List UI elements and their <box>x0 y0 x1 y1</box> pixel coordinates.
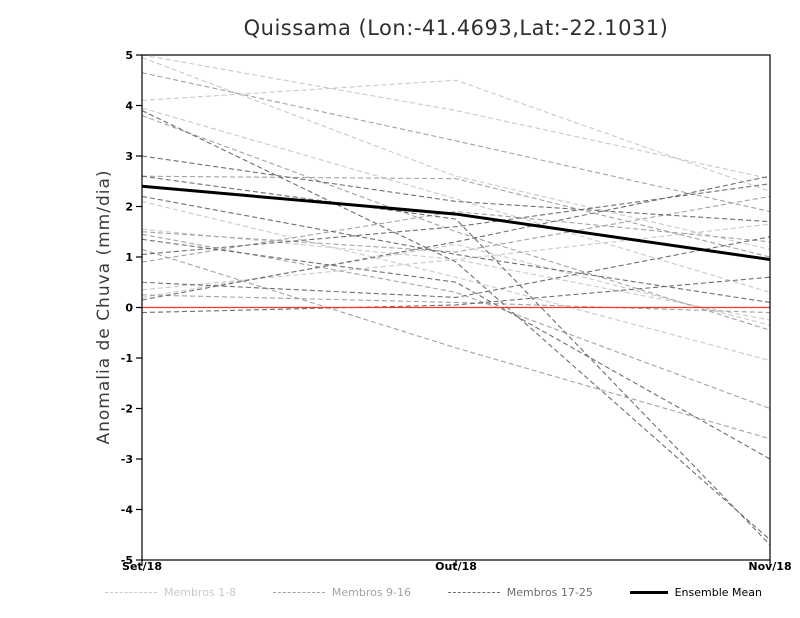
member-line <box>142 243 770 326</box>
plot-lines <box>142 55 770 546</box>
legend-item: Membros 9-16 <box>272 585 412 599</box>
member-line <box>142 228 770 321</box>
member-line <box>142 248 770 440</box>
member-line <box>142 233 770 410</box>
y-tick-label: -1 <box>121 352 133 365</box>
y-tick-label: 2 <box>125 201 133 214</box>
member-line <box>142 175 770 546</box>
member-line <box>142 72 770 213</box>
member-line <box>142 175 770 301</box>
member-line <box>142 236 770 298</box>
legend-label: Membros 1-8 <box>164 585 237 599</box>
member-line <box>142 195 770 303</box>
ensemble-mean-line <box>142 184 770 262</box>
member-line <box>142 57 770 250</box>
member-line <box>142 238 770 460</box>
legend-item: Ensemble Mean <box>629 585 762 599</box>
y-tick-label: 1 <box>125 251 133 264</box>
y-tick-label: 0 <box>125 302 133 315</box>
y-tick-label: -3 <box>121 453 133 466</box>
member-line <box>142 294 770 314</box>
member-line <box>142 175 770 258</box>
x-tick-label: Out/18 <box>435 560 477 573</box>
legend-dashed-line-sample <box>447 591 500 593</box>
y-tick-label: -2 <box>121 403 133 416</box>
x-tick-label: Nov/18 <box>748 560 791 573</box>
member-line <box>142 276 770 314</box>
chart-title: Quissama (Lon:-41.4693,Lat:-22.1031) <box>243 16 669 40</box>
member-line <box>142 107 770 293</box>
legend-solid-line-sample <box>629 590 668 594</box>
member-line <box>142 115 770 331</box>
legend-label: Ensemble Mean <box>674 585 762 599</box>
legend-item: Membros 1-8 <box>105 586 236 599</box>
legend-dashed-line-sample <box>272 591 325 593</box>
member-line <box>142 195 770 253</box>
legend-dashed-line-sample <box>105 591 157 593</box>
x-tick-label: Set/18 <box>122 560 162 573</box>
legend-label: Membros 17-25 <box>506 585 593 599</box>
member-line <box>142 79 770 192</box>
member-line <box>142 155 770 223</box>
legend-label: Membros 9-16 <box>331 585 412 599</box>
y-tick-label: -4 <box>121 504 134 517</box>
legend-item: Membros 17-25 <box>447 585 593 599</box>
member-line <box>142 55 770 180</box>
y-tick-label: 3 <box>125 150 133 163</box>
y-tick-label: -5 <box>121 554 133 567</box>
member-line <box>142 110 770 541</box>
legend: Membros 1-8 Membros 9-16 Membros 17-25 Ense… <box>105 584 762 600</box>
y-tick-label: 4 <box>125 100 133 113</box>
member-line <box>142 200 770 362</box>
y-tick-label: 5 <box>125 49 133 62</box>
member-line <box>142 183 770 256</box>
